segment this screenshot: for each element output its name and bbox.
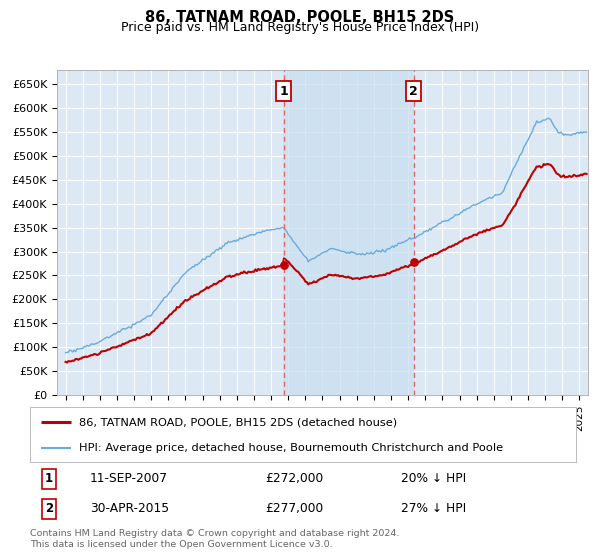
Text: HPI: Average price, detached house, Bournemouth Christchurch and Poole: HPI: Average price, detached house, Bour…: [79, 444, 503, 453]
Point: [279, 260, 289, 269]
Text: Price paid vs. HM Land Registry's House Price Index (HPI): Price paid vs. HM Land Registry's House …: [121, 21, 479, 34]
Bar: [283, 70, 414, 395]
Text: £277,000: £277,000: [265, 502, 323, 515]
Text: 2: 2: [409, 85, 418, 97]
Text: 11-SEP-2007: 11-SEP-2007: [90, 472, 168, 485]
Text: 20% ↓ HPI: 20% ↓ HPI: [401, 472, 467, 485]
Text: 30-APR-2015: 30-APR-2015: [90, 502, 169, 515]
Text: 1: 1: [45, 472, 53, 485]
Text: 27% ↓ HPI: 27% ↓ HPI: [401, 502, 467, 515]
Point: [409, 258, 419, 267]
Text: £272,000: £272,000: [265, 472, 323, 485]
Text: 86, TATNAM ROAD, POOLE, BH15 2DS (detached house): 86, TATNAM ROAD, POOLE, BH15 2DS (detach…: [79, 418, 397, 427]
Text: 2: 2: [45, 502, 53, 515]
Text: 1: 1: [280, 85, 289, 97]
Text: 86, TATNAM ROAD, POOLE, BH15 2DS: 86, TATNAM ROAD, POOLE, BH15 2DS: [145, 10, 455, 25]
Text: Contains HM Land Registry data © Crown copyright and database right 2024.
This d: Contains HM Land Registry data © Crown c…: [30, 529, 400, 549]
